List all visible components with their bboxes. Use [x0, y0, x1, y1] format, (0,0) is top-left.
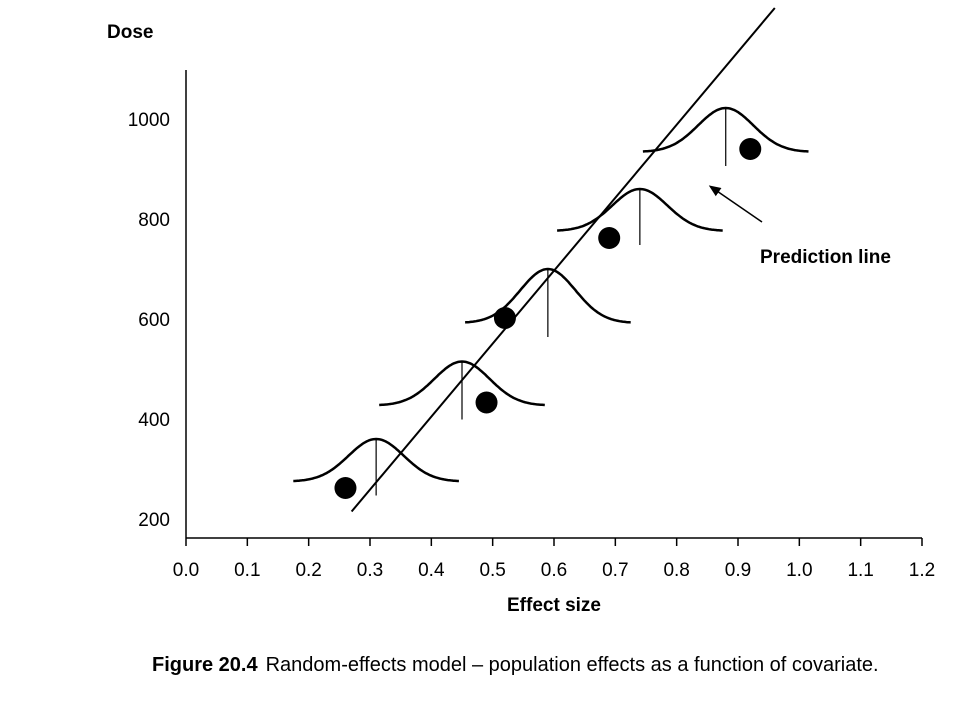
x-tick-label: 1.0 [786, 560, 812, 581]
x-tick-label: 1.2 [909, 560, 935, 581]
data-point [475, 391, 498, 414]
y-axis-title: Dose [107, 22, 153, 43]
y-tick-label: 400 [138, 410, 170, 431]
data-point [493, 307, 516, 329]
prediction-line [350, 7, 776, 513]
data-point [334, 477, 357, 499]
x-tick-label: 0.5 [479, 560, 505, 581]
x-tick-label: 0.1 [234, 560, 260, 581]
prediction-line-group [350, 7, 776, 513]
figure-caption: Figure 20.4 Random-effects model – popula… [152, 654, 879, 677]
y-tick-label: 1000 [128, 110, 170, 131]
x-tick-label: 0.6 [541, 560, 567, 581]
x-tick-label: 0.7 [602, 560, 628, 581]
prediction-line-label: Prediction line [760, 247, 891, 268]
x-tick-label: 1.1 [847, 560, 873, 581]
distribution-curves [293, 106, 809, 496]
data-point [739, 138, 762, 160]
y-tick-label: 200 [138, 510, 170, 531]
figure-number: Figure 20.4 [152, 654, 258, 676]
x-axis: 0.0 0.1 0.2 0.3 0.4 0.5 0.6 0.7 0.8 0.9 1.0 1.1 1.2 [173, 537, 935, 581]
x-tick-label: 0.4 [418, 560, 445, 581]
data-point [598, 227, 621, 249]
caption-text: Random-effects model – population effect… [265, 654, 879, 676]
y-tick-label: 800 [138, 210, 170, 231]
x-tick-label: 0.9 [725, 560, 751, 581]
y-tick-label: 600 [138, 310, 170, 331]
y-axis: 200 400 600 800 1000 [128, 70, 187, 538]
x-tick-label: 0.0 [173, 560, 199, 581]
x-tick-label: 0.3 [357, 560, 383, 581]
x-tick-label: 0.2 [295, 560, 321, 581]
data-points [334, 138, 762, 499]
x-tick-label: 0.8 [663, 560, 689, 581]
annotation-arrow [708, 185, 763, 223]
x-axis-title: Effect size [507, 595, 601, 616]
